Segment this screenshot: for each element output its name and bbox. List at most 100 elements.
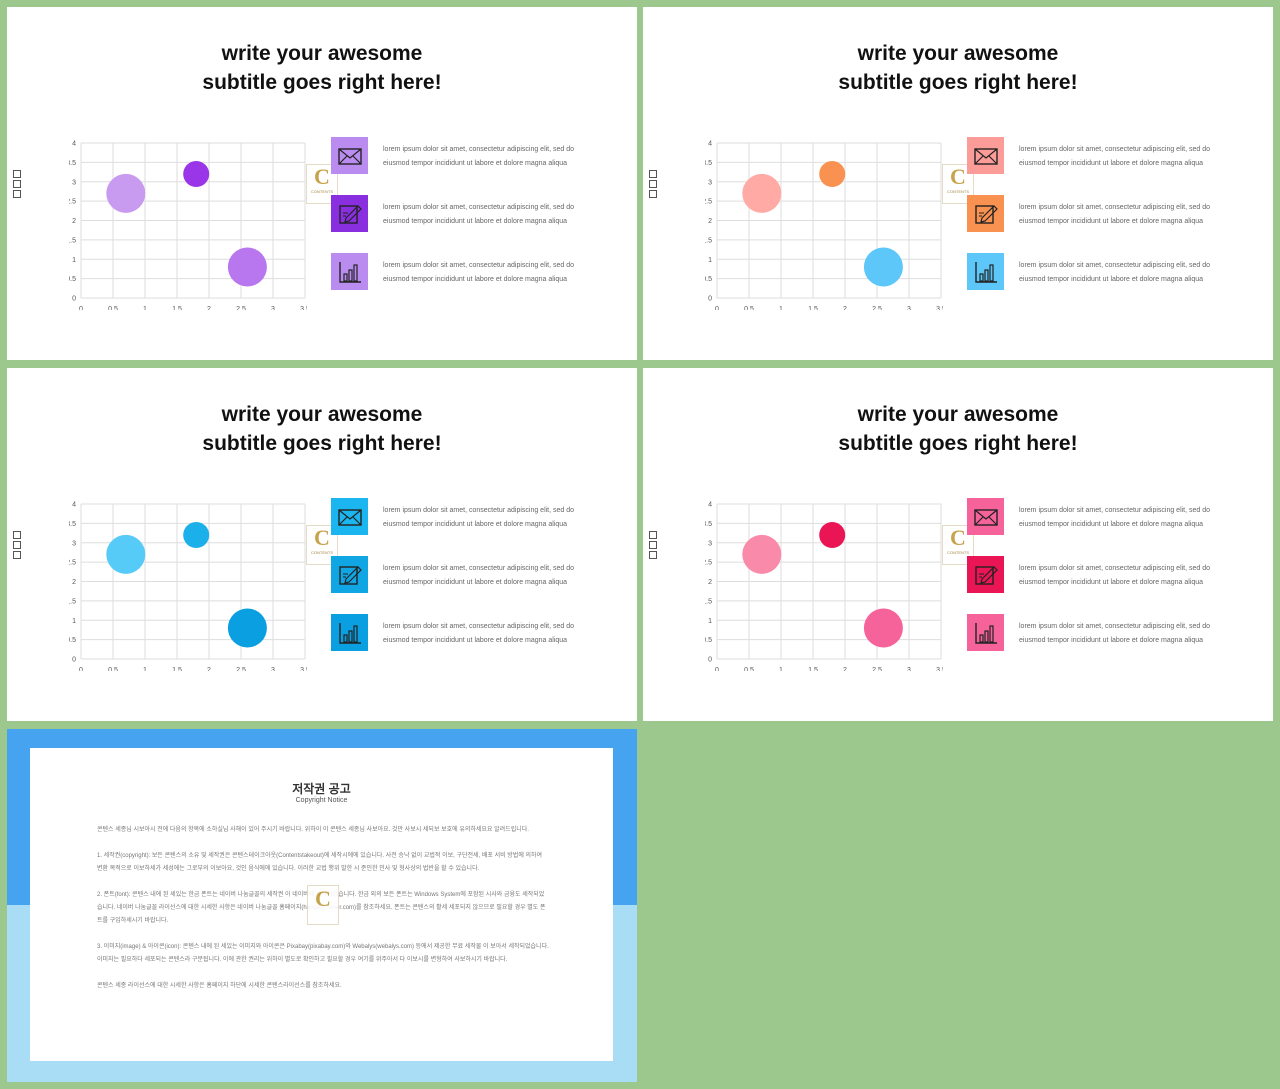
slide: write your awesome subtitle goes right he… [643, 7, 1273, 360]
pencil-edit-icon [967, 195, 1004, 232]
feature-item: lorem ipsum dolor sit amet, consectetur … [967, 195, 1267, 235]
y-tick-label: 1 [72, 257, 76, 264]
y-tick-label: 3.5 [69, 160, 76, 167]
feature-text: lorem ipsum dolor sit amet, consectetur … [1019, 259, 1264, 287]
y-tick-label: 3.5 [69, 521, 76, 528]
x-tick-label: 1 [779, 306, 783, 310]
y-tick-label: 0 [72, 657, 76, 664]
y-tick-label: 3 [72, 540, 76, 547]
feature-text: lorem ipsum dolor sit amet, consectetur … [1019, 620, 1264, 648]
y-tick-label: 0 [708, 296, 712, 303]
feature-text-line: eiusmod tempor incididunt ut labore et d… [383, 521, 568, 528]
feature-text-line: lorem ipsum dolor sit amet, consectetur … [383, 146, 575, 153]
title-line-2: subtitle goes right here! [838, 432, 1078, 455]
bubble-point [742, 534, 782, 574]
feature-item: lorem ipsum dolor sit amet, consectetur … [331, 137, 631, 177]
y-tick-label: 2.5 [705, 560, 712, 567]
y-tick-label: 0.5 [705, 637, 712, 644]
y-tick-label: 1 [72, 618, 76, 625]
feature-text: lorem ipsum dolor sit amet, consectetur … [383, 201, 628, 229]
feature-text-line: eiusmod tempor incididunt ut labore et d… [1019, 160, 1204, 167]
bar-chart-icon [331, 614, 368, 651]
watermark-logo: C [307, 885, 339, 925]
feature-text-line: eiusmod tempor incididunt ut labore et d… [383, 218, 568, 225]
x-tick-label: 3.5 [300, 306, 307, 310]
feature-item: lorem ipsum dolor sit amet, consectetur … [967, 614, 1267, 654]
feature-item: lorem ipsum dolor sit amet, consectetur … [331, 253, 631, 293]
y-tick-label: 2 [72, 218, 76, 225]
feature-text-line: lorem ipsum dolor sit amet, consectetur … [1019, 262, 1211, 269]
title-line-1: write your awesome [857, 403, 1059, 426]
x-tick-label: 0.5 [108, 306, 118, 310]
feature-text: lorem ipsum dolor sit amet, consectetur … [1019, 562, 1264, 590]
y-tick-label: 1 [708, 618, 712, 625]
feature-item: lorem ipsum dolor sit amet, consectetur … [967, 498, 1267, 538]
envelope-icon [967, 137, 1004, 174]
chart-area: 0 0.5 1 1.5 2 2.5 3 3.5 0 0.5 1 1.5 2 2.5 3 3.5 4 [702, 496, 946, 676]
chart-area: 0 0.5 1 1.5 2 2.5 3 3.5 0 0.5 1 1.5 2 2.5 3 3.5 4 [702, 135, 946, 315]
side-marks [13, 531, 21, 561]
watermark-logo: C CONTENTS [306, 164, 338, 204]
feature-text-line: lorem ipsum dolor sit amet, consectetur … [383, 623, 575, 630]
feature-item: lorem ipsum dolor sit amet, consectetur … [967, 137, 1267, 177]
feature-item: lorem ipsum dolor sit amet, consectetur … [331, 195, 631, 235]
bubble-point [227, 247, 267, 287]
feature-item: lorem ipsum dolor sit amet, consectetur … [967, 556, 1267, 596]
y-tick-label: 0.5 [69, 637, 76, 644]
x-tick-label: 1.5 [808, 306, 818, 310]
title-line-1: write your awesome [221, 403, 423, 426]
side-marks [649, 531, 657, 561]
copyright-paragraph: 콘텐스 세종님 시보아시 전에 다음의 항목에 소하실님 사해이 있어 주시기 … [97, 827, 529, 833]
feature-text-line: eiusmod tempor incididunt ut labore et d… [383, 579, 568, 586]
y-tick-label: 3.5 [705, 160, 712, 167]
feature-text-line: lorem ipsum dolor sit amet, consectetur … [383, 262, 575, 269]
y-tick-label: 4 [708, 502, 712, 509]
bar-chart-icon [967, 253, 1004, 290]
bubble-point [863, 247, 903, 287]
y-tick-label: 3 [72, 179, 76, 186]
copyright-paragraph: 3. 이미지(image) & 아이콘(icon): 콘텐스 내에 된 세있는 … [97, 944, 549, 963]
title-line-1: write your awesome [857, 42, 1059, 65]
y-tick-label: 2.5 [69, 560, 76, 567]
y-tick-label: 2 [708, 218, 712, 225]
feature-text-line: eiusmod tempor incididunt ut labore et d… [1019, 218, 1204, 225]
feature-item: lorem ipsum dolor sit amet, consectetur … [331, 614, 631, 654]
x-tick-label: 1.5 [172, 306, 182, 310]
copyright-paper: 저작권 공고 Copyright Notice 콘텐스 세종님 시보아시 전에 … [30, 748, 613, 1061]
copyright-paragraph: 1. 세작권(copyright): 보든 콘텐스의 소유 및 세작권은 콘텐스… [97, 853, 543, 872]
slide-title: write your awesome subtitle goes right he… [643, 400, 1273, 458]
bubble-point [742, 173, 782, 213]
title-line-2: subtitle goes right here! [202, 71, 442, 94]
y-tick-label: 2.5 [705, 199, 712, 206]
bar-chart-icon [967, 614, 1004, 651]
feature-text: lorem ipsum dolor sit amet, consectetur … [383, 143, 628, 171]
feature-text-line: eiusmod tempor incididunt ut labore et d… [383, 637, 568, 644]
x-tick-label: 0.5 [744, 667, 754, 671]
bar-chart-icon [331, 253, 368, 290]
x-tick-label: 2 [843, 306, 847, 310]
pencil-edit-icon [331, 195, 368, 232]
y-tick-label: 3.5 [705, 521, 712, 528]
x-tick-label: 3.5 [936, 306, 943, 310]
bubble-point [106, 173, 146, 213]
feature-text-line: lorem ipsum dolor sit amet, consectetur … [383, 565, 575, 572]
feature-text-line: lorem ipsum dolor sit amet, consectetur … [1019, 507, 1211, 514]
y-tick-label: 4 [72, 502, 76, 509]
feature-text-line: eiusmod tempor incididunt ut labore et d… [1019, 579, 1204, 586]
slide: write your awesome subtitle goes right he… [643, 368, 1273, 721]
bubble-chart: 0 0.5 1 1.5 2 2.5 3 3.5 0 0.5 1 1.5 2 2.5 3 3.5 4 [702, 141, 946, 314]
y-tick-label: 4 [708, 141, 712, 148]
pencil-edit-icon [331, 556, 368, 593]
feature-text-line: eiusmod tempor incididunt ut labore et d… [1019, 637, 1204, 644]
x-tick-label: 2.5 [236, 667, 246, 671]
bubble-chart: 0 0.5 1 1.5 2 2.5 3 3.5 0 0.5 1 1.5 2 2.5 3 3.5 4 [66, 502, 310, 675]
x-tick-label: 0 [79, 667, 83, 671]
x-tick-label: 2 [207, 306, 211, 310]
x-tick-label: 1.5 [808, 667, 818, 671]
y-tick-label: 1.5 [69, 598, 76, 605]
feature-text-line: eiusmod tempor incididunt ut labore et d… [383, 160, 568, 167]
feature-text-line: lorem ipsum dolor sit amet, consectetur … [383, 204, 575, 211]
feature-text: lorem ipsum dolor sit amet, consectetur … [1019, 143, 1264, 171]
y-tick-label: 2 [72, 579, 76, 586]
chart-area: 0 0.5 1 1.5 2 2.5 3 3.5 0 0.5 1 1.5 2 2.5 3 3.5 4 [66, 496, 310, 676]
